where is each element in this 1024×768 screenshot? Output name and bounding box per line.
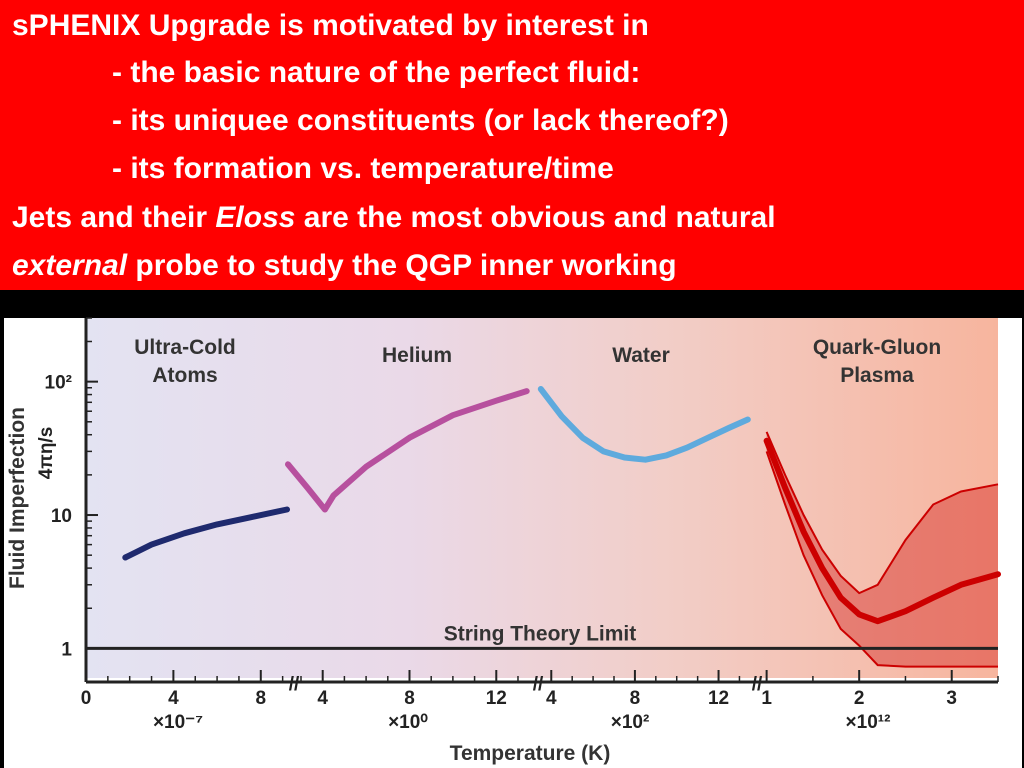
y-tick-label: 10 [51, 506, 72, 527]
header-line-5-start: Jets and their [12, 201, 216, 234]
x-tick-label: 0 [81, 688, 92, 709]
slide-header: sPHENIX Upgrade is motivated by interest… [0, 0, 1024, 290]
ultra-cold-atoms-curve [122, 506, 290, 561]
quark-gluon-plasma-curve [763, 437, 1001, 625]
x-tick-label: 4 [317, 688, 328, 709]
header-line-2: - the basic nature of the perfect fluid: [112, 56, 641, 89]
region-label-quark-gluon-plasma: Quark-Gluon Plasma [813, 336, 941, 387]
header-line-1: sPHENIX Upgrade is motivated by interest… [12, 9, 649, 42]
header-line-6: external probe to study the QGP inner wo… [12, 249, 677, 283]
quark-gluon-plasma-band-lower [765, 451, 998, 668]
axis-break-marker: // [289, 674, 300, 695]
water-curve [537, 386, 751, 463]
region-label-water: Water [612, 344, 670, 367]
axis-break-marker: // [533, 674, 544, 695]
y-axis-unit: 4πη/s [36, 427, 57, 480]
external-word: external [12, 249, 128, 282]
axis-break-marker: // [752, 674, 763, 695]
quark-gluon-plasma-band [766, 431, 998, 667]
x-tick-label: 12 [708, 688, 729, 709]
fluid-imperfection-figure: 1 10 10² 0 4 8 ×10⁻⁷ 4 8 12 ×10⁰ 4 8 12 ×10² 1 2 3 ×10¹²//… [0, 290, 1024, 768]
x-multiplier-label: ×10⁰ [388, 712, 428, 733]
helium-curve [285, 388, 530, 513]
string-theory-limit-label: String Theory Limit [444, 622, 637, 645]
x-tick-label: 2 [854, 688, 865, 709]
header-line-4: - its formation vs. temperature/time [112, 152, 614, 185]
region-label-ultra-cold-atoms: Ultra-Cold Atoms [134, 336, 236, 387]
x-tick-label: 8 [255, 688, 266, 709]
y-tick-label: 1 [61, 639, 72, 660]
x-multiplier-label: ×10⁻⁷ [153, 712, 203, 733]
x-tick-label: 8 [630, 688, 641, 709]
region-label-helium: Helium [382, 344, 452, 367]
x-tick-label: 8 [404, 688, 415, 709]
header-line-6-end: probe to study the QGP inner working [127, 249, 677, 282]
header-line-5: Jets and their Eloss are the most obviou… [12, 201, 776, 235]
quark-gluon-plasma-band-upper [765, 431, 999, 595]
x-tick-label: 4 [546, 688, 557, 709]
x-tick-label: 3 [946, 688, 957, 709]
x-tick-label: 12 [486, 688, 507, 709]
x-tick-label: 4 [168, 688, 179, 709]
x-multiplier-label: ×10¹² [846, 712, 891, 733]
header-line-3: - its uniquee constituents (or lack ther… [112, 104, 729, 137]
y-axis-title: Fluid Imperfection [6, 407, 29, 589]
x-tick-label: 1 [761, 688, 772, 709]
eloss-word: Eloss [215, 201, 296, 234]
plot-area [86, 318, 998, 678]
x-axis-title: Temperature (K) [450, 742, 611, 765]
x-multiplier-label: ×10² [611, 712, 650, 733]
header-line-5-end: are the most obvious and natural [295, 201, 776, 234]
y-tick-label: 10² [45, 373, 72, 394]
